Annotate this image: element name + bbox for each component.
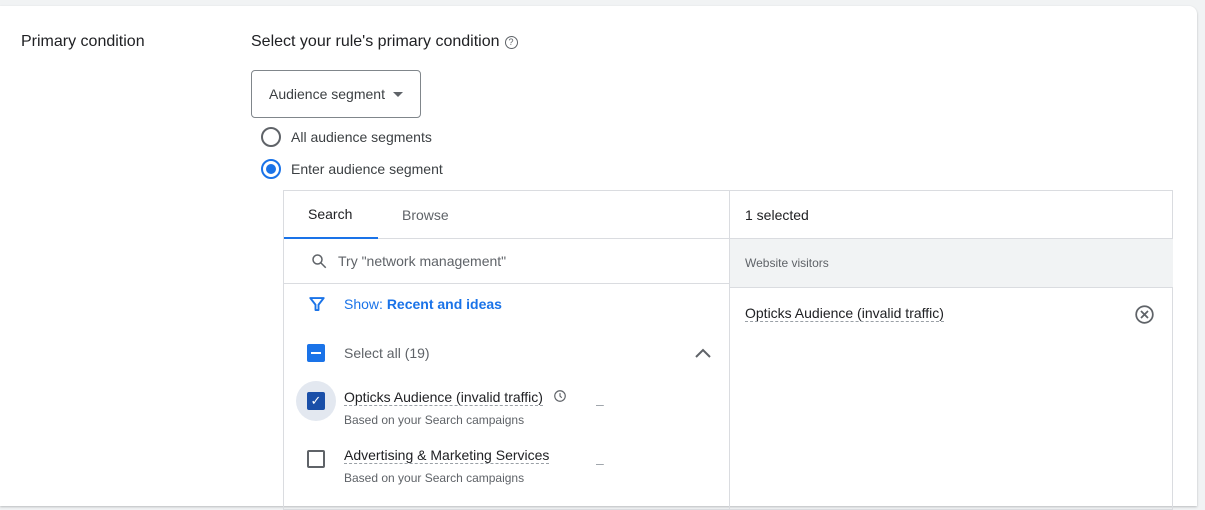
condition-dropdown[interactable]: Audience segment [251,70,421,118]
indeterminate-checkbox-icon [307,344,325,362]
filter-value: Recent and ideas [386,296,502,312]
tabs: Search Browse [284,191,729,239]
tab-browse[interactable]: Browse [402,207,449,223]
tab-search[interactable]: Search [284,191,378,239]
selected-group-header: Website visitors [730,239,1173,288]
select-all-label: Select all (19) [344,345,430,361]
heading-text: Select your rule's primary condition [251,33,500,50]
list-item[interactable]: Opticks Audience (invalid traffic) Based… [344,389,567,427]
item-value-dash: – [596,396,604,412]
section-label: Primary condition [21,33,145,50]
radio-selected-icon [261,159,281,179]
item-checkbox[interactable] [307,450,325,468]
item-title: Advertising & Marketing Services [344,447,550,464]
item-checkbox[interactable]: ✓ [307,392,325,410]
chevron-up-icon[interactable] [694,347,712,359]
item-title: Opticks Audience (invalid traffic) [344,389,543,406]
item-subtitle: Based on your Search campaigns [344,413,525,427]
select-all-checkbox[interactable]: Select all (19) [307,344,430,362]
panel-divider [729,191,730,509]
radio-icon [261,127,281,147]
search-input[interactable]: Try "network management" [284,239,729,284]
segment-picker: Search Browse Try "network management" S… [283,190,1173,510]
item-subtitle: Based on your Search campaigns [344,471,525,485]
search-icon [312,254,327,269]
checked-checkbox-icon: ✓ [307,392,325,410]
list-item[interactable]: Advertising & Marketing Services Based o… [344,447,550,485]
help-icon[interactable]: ? [504,35,518,49]
selected-count: 1 selected [730,191,1173,239]
radio-label: All audience segments [291,129,432,145]
filter-prefix: Show: [344,296,383,312]
heading: Select your rule's primary condition ? [251,33,518,51]
item-value-dash: – [596,455,604,471]
clock-icon [554,390,567,402]
dropdown-value: Audience segment [269,86,385,102]
radio-all-segments[interactable]: All audience segments [261,127,432,147]
selected-item: Opticks Audience (invalid traffic) [745,305,944,323]
radio-label: Enter audience segment [291,161,443,177]
selected-item-label: Opticks Audience (invalid traffic) [745,305,944,322]
filter-icon [309,297,325,311]
unchecked-checkbox-icon [307,450,325,468]
radio-enter-segment[interactable]: Enter audience segment [261,159,443,179]
primary-condition-card: Primary condition Select your rule's pri… [0,6,1197,510]
caret-down-icon [392,91,403,97]
filter-show[interactable]: Show: Recent and ideas [308,295,502,313]
search-placeholder: Try "network management" [338,253,507,269]
remove-circle-icon[interactable] [1134,304,1155,325]
